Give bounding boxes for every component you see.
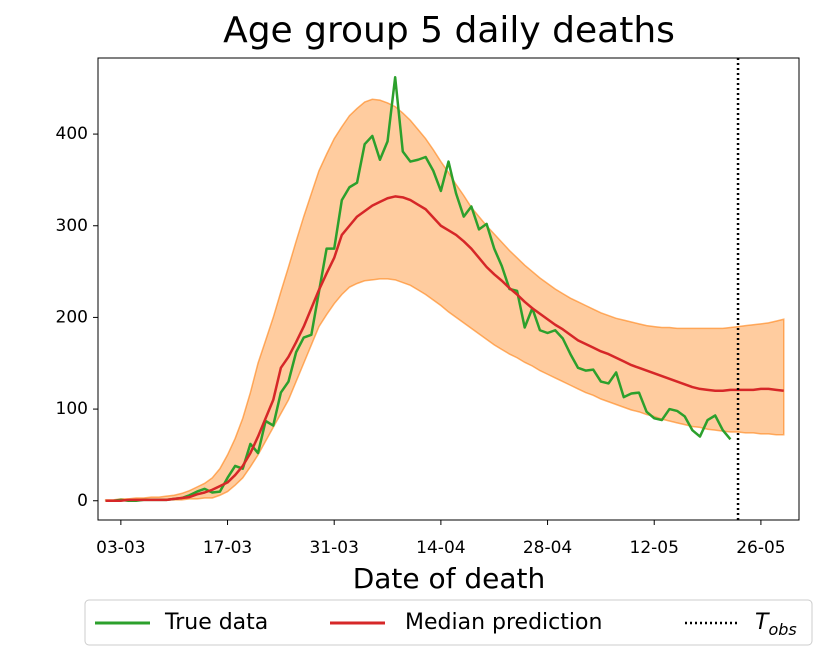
- legend-label: True data: [164, 610, 268, 635]
- x-tick-label: 17-03: [203, 538, 252, 558]
- y-tick-label: 0: [77, 491, 88, 511]
- y-tick-label: 200: [56, 307, 88, 327]
- x-axis-label: Date of death: [353, 562, 546, 595]
- chart-title: Age group 5 daily deaths: [223, 10, 675, 51]
- prediction-band: [104, 98, 785, 502]
- series-line: [105, 195, 784, 502]
- legend-label-main: T: [755, 610, 770, 635]
- legend-label: Median prediction: [405, 610, 602, 635]
- x-tick-label: 03-03: [96, 538, 145, 558]
- x-tick-label: 26-05: [736, 538, 785, 558]
- y-tick-label: 400: [56, 124, 88, 144]
- x-tick-label: 12-05: [630, 538, 679, 558]
- plot-frame: [97, 57, 800, 521]
- x-tick-label: 28-04: [523, 538, 572, 558]
- y-tick-label: 100: [56, 399, 88, 419]
- legend: [84, 599, 813, 646]
- legend-label-sub: obs: [768, 620, 796, 639]
- x-tick-label: 31-03: [310, 538, 359, 558]
- y-tick-label: 300: [56, 216, 88, 236]
- x-tick-label: 14-04: [416, 538, 465, 558]
- legend-label: Tobs: [755, 610, 797, 639]
